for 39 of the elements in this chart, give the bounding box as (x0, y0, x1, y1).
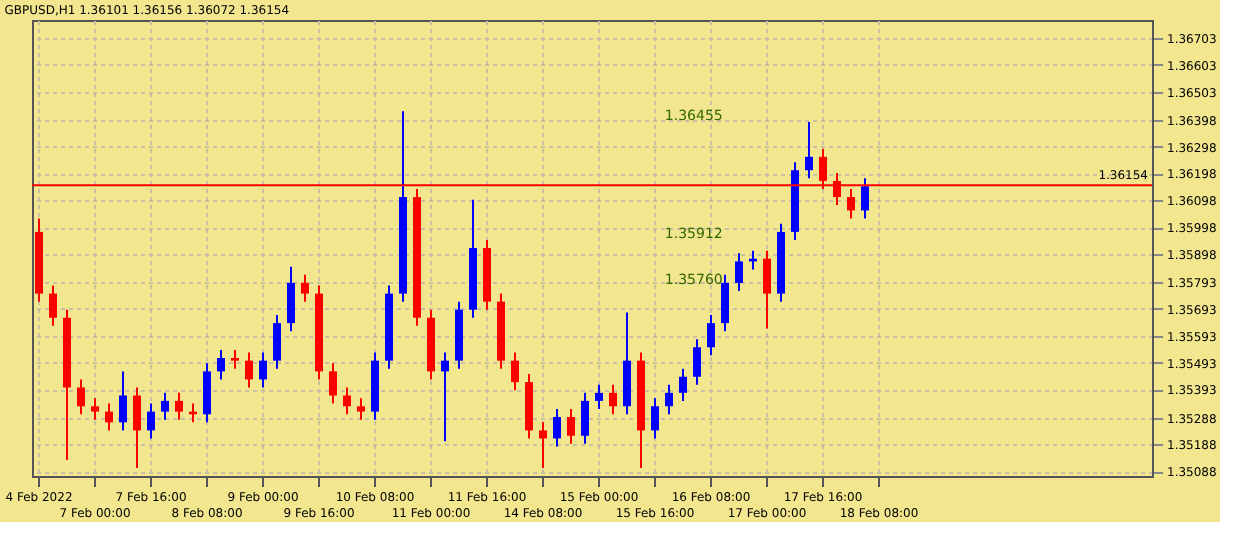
candlestick (609, 383, 617, 416)
candlestick (553, 407, 561, 448)
candlestick (665, 383, 673, 416)
candlestick (217, 348, 225, 381)
candlestick (343, 386, 351, 416)
candlestick (581, 391, 589, 445)
candlestick (651, 397, 659, 440)
candlestick (301, 273, 309, 303)
candlestick (805, 120, 813, 180)
candlestick (231, 348, 239, 370)
candlestick (203, 362, 211, 424)
candlestick (77, 378, 85, 416)
candlestick (707, 314, 715, 357)
candlestick (259, 351, 267, 389)
candlestick (763, 249, 771, 330)
candlestick (735, 252, 743, 292)
candlestick (175, 391, 183, 421)
candlestick (119, 370, 127, 432)
candlestick (49, 284, 57, 327)
candlestick (91, 397, 99, 421)
candlestick (679, 367, 687, 402)
candlestick (133, 386, 141, 469)
candlestick (245, 351, 253, 389)
candlestick (273, 314, 281, 370)
candlestick (861, 177, 869, 220)
candlestick (539, 421, 547, 469)
candlestick (357, 397, 365, 421)
candlestick (693, 338, 701, 386)
candlestick (595, 383, 603, 410)
candlestick (511, 351, 519, 392)
candlestick (161, 391, 169, 421)
candlestick (567, 407, 575, 445)
candlestick (441, 351, 449, 443)
candlestick (105, 402, 113, 432)
candlestick (329, 362, 337, 405)
candlestick (147, 402, 155, 440)
candlestick (623, 311, 631, 416)
candlestick (721, 273, 729, 333)
candlestick (287, 265, 295, 333)
